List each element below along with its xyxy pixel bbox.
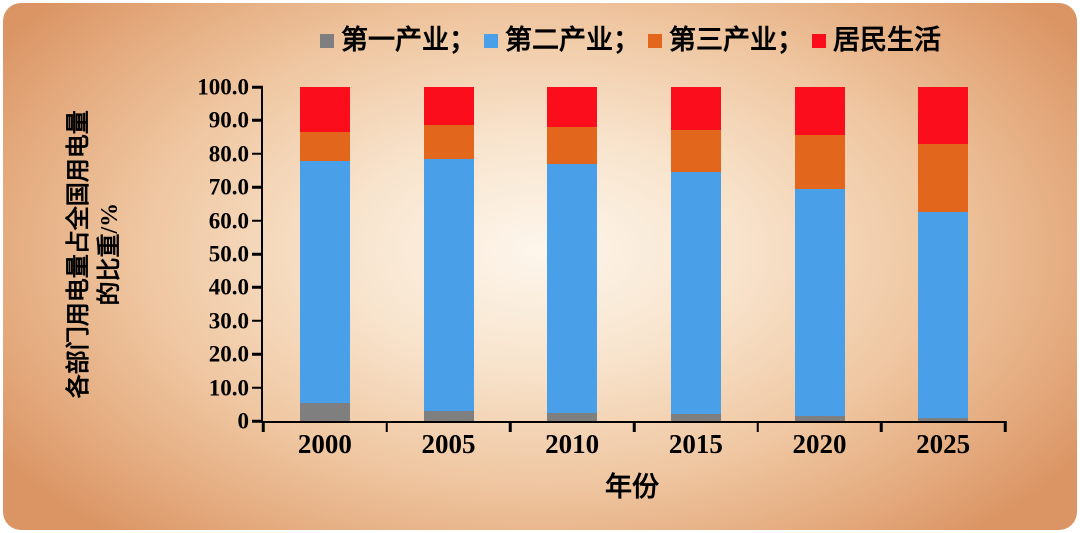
bar-2000 bbox=[299, 87, 350, 421]
y-axis-title-line1: 各部门用电量占全国用电量 bbox=[65, 110, 92, 398]
x-axis-title: 年份 bbox=[605, 472, 659, 502]
y-tick-mark bbox=[252, 386, 263, 389]
bar-segment bbox=[547, 163, 598, 413]
x-tick-mark bbox=[1003, 421, 1007, 432]
x-tick-label: 2025 bbox=[916, 429, 971, 459]
bar-segment bbox=[918, 212, 969, 418]
bar-2010 bbox=[547, 87, 598, 421]
bar-segment bbox=[670, 130, 721, 173]
bar-segment bbox=[423, 125, 474, 159]
legend-item: 第一产业； bbox=[320, 27, 476, 54]
y-tick-mark bbox=[252, 419, 263, 423]
bar-segment bbox=[423, 87, 474, 126]
bar-segment bbox=[794, 135, 845, 189]
bar-segment bbox=[794, 188, 845, 416]
bar-segment bbox=[299, 160, 350, 403]
y-tick-label: 0 bbox=[237, 408, 250, 434]
legend-item: 第二产业； bbox=[484, 27, 640, 54]
y-tick-mark bbox=[252, 352, 263, 356]
bar-segment bbox=[299, 132, 350, 161]
legend-item: 第三产业； bbox=[648, 27, 804, 54]
bar-segment bbox=[670, 172, 721, 415]
bar-segment bbox=[918, 87, 969, 144]
y-tick-label: 60.0 bbox=[208, 208, 249, 234]
x-tick-label: 2010 bbox=[545, 429, 600, 459]
y-tick-mark bbox=[252, 119, 263, 122]
bar-segment bbox=[423, 158, 474, 411]
legend-label: 第三产业； bbox=[669, 25, 804, 55]
x-tick-mark bbox=[385, 421, 388, 432]
y-tick-label: 80.0 bbox=[208, 141, 249, 167]
bar-segment bbox=[547, 412, 598, 421]
x-tick-mark bbox=[261, 421, 265, 432]
bar-segment bbox=[547, 127, 598, 164]
bar-segment bbox=[794, 416, 845, 421]
bar-slot bbox=[881, 87, 1005, 421]
y-tick-label: 20.0 bbox=[208, 341, 249, 367]
y-axis-title-text: 各部门用电量占全国用电量 的比重/% bbox=[64, 110, 126, 398]
x-tick-mark bbox=[756, 421, 759, 432]
y-tick-label: 100.0 bbox=[197, 74, 249, 100]
y-axis-tick-labels: 100.0 90.0 80.0 70.0 60.0 50.0 40.0 30.0 20.0 10.… bbox=[145, 76, 249, 433]
y-tick-label: 30.0 bbox=[208, 308, 249, 334]
y-tick-label: 50.0 bbox=[208, 241, 249, 267]
bar-segment bbox=[794, 87, 845, 136]
x-tick-label: 2000 bbox=[297, 429, 352, 459]
bar-2015 bbox=[670, 87, 721, 421]
bar-2025 bbox=[918, 87, 969, 421]
legend-swatch-icon bbox=[648, 33, 662, 48]
bar-slot bbox=[634, 87, 758, 421]
legend-label: 第一产业； bbox=[341, 25, 476, 55]
y-tick-label: 70.0 bbox=[208, 174, 249, 200]
legend-swatch-icon bbox=[484, 33, 498, 48]
x-tick-mark bbox=[880, 421, 883, 432]
bar-2005 bbox=[423, 87, 474, 421]
chart-background: 第一产业； 第二产业； 第三产业； 居民生活 各部门用电量占全国用电量 的比重/% 1… bbox=[3, 3, 1077, 530]
legend-swatch-icon bbox=[812, 33, 826, 48]
bar-slot bbox=[263, 87, 387, 421]
legend-label: 第二产业； bbox=[505, 25, 640, 55]
bar-segment bbox=[918, 417, 969, 421]
bar-segment bbox=[918, 143, 969, 213]
legend-item: 居民生活 bbox=[812, 27, 941, 54]
y-tick-label: 40.0 bbox=[208, 274, 249, 300]
y-tick-mark bbox=[252, 286, 263, 289]
y-axis-title: 各部门用电量占全国用电量 的比重/% bbox=[55, 87, 135, 421]
x-tick-label: 2005 bbox=[421, 429, 476, 459]
bar-segment bbox=[299, 402, 350, 421]
y-tick-mark bbox=[252, 319, 263, 323]
bar-segment bbox=[299, 87, 350, 133]
bar-segment bbox=[670, 87, 721, 131]
x-tick-label: 2015 bbox=[668, 429, 723, 459]
y-tick-mark bbox=[252, 219, 263, 222]
x-tick-mark bbox=[509, 421, 512, 432]
bar-slot bbox=[510, 87, 634, 421]
y-tick-mark bbox=[252, 152, 263, 156]
legend: 第一产业； 第二产业； 第三产业； 居民生活 bbox=[258, 27, 1003, 54]
y-tick-label: 90.0 bbox=[208, 107, 249, 133]
bar-segment bbox=[547, 87, 598, 128]
x-tick-label: 2020 bbox=[792, 429, 847, 459]
bar-slot bbox=[387, 87, 511, 421]
bar-segment bbox=[423, 410, 474, 421]
bar-slot bbox=[758, 87, 882, 421]
plot-area: 100.0 90.0 80.0 70.0 60.0 50.0 40.0 30.0 20.0 10.… bbox=[197, 76, 1007, 458]
y-tick-label: 10.0 bbox=[208, 375, 249, 401]
bars-container bbox=[263, 87, 1005, 421]
y-tick-mark bbox=[252, 85, 263, 89]
y-tick-mark bbox=[252, 252, 263, 256]
x-tick-mark bbox=[632, 421, 636, 432]
y-tick-mark bbox=[252, 185, 263, 189]
legend-swatch-icon bbox=[320, 33, 334, 48]
bar-segment bbox=[670, 414, 721, 421]
legend-label: 居民生活 bbox=[833, 25, 941, 55]
y-axis-title-line2: 的比重/% bbox=[97, 202, 123, 306]
bar-2020 bbox=[794, 87, 845, 421]
